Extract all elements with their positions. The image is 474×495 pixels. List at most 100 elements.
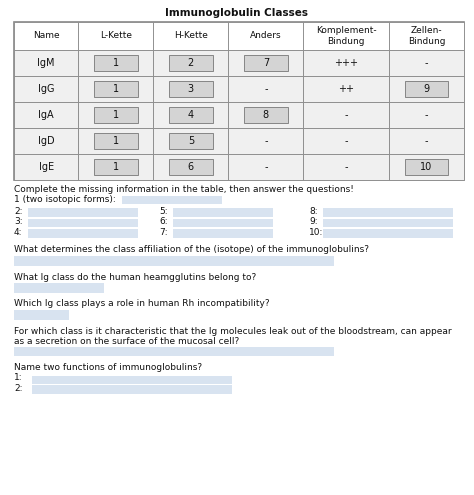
Bar (405, 82, 448, 97)
Text: -: - (264, 162, 268, 172)
Bar (28, 208, 138, 216)
Text: 6:: 6: (159, 217, 168, 227)
Text: L-Kette: L-Kette (100, 32, 132, 41)
Bar (389, 102, 464, 128)
Text: Complete the missing information in the table, then answer the questions!: Complete the missing information in the … (14, 185, 354, 194)
Text: 10:: 10: (309, 228, 323, 237)
Bar (153, 154, 228, 180)
Bar (169, 134, 213, 148)
Text: 1 (two isotopic forms):: 1 (two isotopic forms): (14, 195, 116, 203)
Bar (28, 218, 138, 227)
Bar (228, 22, 303, 50)
Bar (14, 22, 464, 180)
Bar (228, 102, 303, 128)
Bar (303, 128, 389, 154)
Text: 9: 9 (423, 84, 429, 94)
Bar (169, 159, 213, 175)
Text: -: - (264, 136, 268, 146)
Bar (153, 76, 228, 102)
Text: 5:: 5: (159, 207, 168, 216)
Text: 2: 2 (188, 58, 194, 68)
Text: IgM: IgM (37, 58, 55, 68)
Text: 2:: 2: (14, 207, 22, 216)
Bar (14, 50, 78, 76)
Bar (228, 128, 303, 154)
Bar (228, 154, 303, 180)
Bar (169, 107, 213, 123)
Text: 8: 8 (263, 110, 269, 120)
Text: 7:: 7: (159, 228, 168, 237)
Bar (228, 50, 303, 76)
Bar (94, 134, 137, 148)
Bar (303, 154, 389, 180)
Bar (14, 256, 334, 265)
Text: 10: 10 (420, 162, 433, 172)
Bar (78, 154, 153, 180)
Bar (153, 50, 228, 76)
Text: -: - (345, 162, 348, 172)
Bar (14, 128, 78, 154)
Bar (94, 159, 137, 175)
Text: 6: 6 (188, 162, 194, 172)
Text: Zellen-
Bindung: Zellen- Bindung (408, 26, 445, 46)
Bar (94, 82, 137, 97)
Bar (122, 196, 222, 204)
Bar (405, 159, 448, 175)
Text: -: - (425, 136, 428, 146)
Bar (228, 76, 303, 102)
Bar (14, 22, 78, 50)
Text: For which class is it characteristic that the Ig molecules leak out of the blood: For which class is it characteristic tha… (14, 327, 452, 346)
Text: IgG: IgG (38, 84, 55, 94)
Text: 1: 1 (113, 84, 119, 94)
Bar (153, 102, 228, 128)
Text: +++: +++ (334, 58, 358, 68)
Text: Komplement-
Bindung: Komplement- Bindung (316, 26, 376, 46)
Text: What determines the class affiliation of the (isotope) of the immunoglobulins?: What determines the class affiliation of… (14, 246, 369, 254)
Bar (32, 376, 232, 384)
Bar (94, 55, 137, 71)
Bar (153, 128, 228, 154)
Text: -: - (425, 110, 428, 120)
Bar (389, 50, 464, 76)
Bar (389, 128, 464, 154)
Bar (14, 76, 78, 102)
Bar (14, 310, 69, 319)
Bar (169, 55, 213, 71)
Bar (323, 218, 453, 227)
Bar (14, 154, 78, 180)
Text: 3:: 3: (14, 217, 23, 227)
Bar (78, 76, 153, 102)
Text: IgA: IgA (38, 110, 54, 120)
Bar (14, 346, 334, 356)
Bar (78, 102, 153, 128)
Text: 7: 7 (263, 58, 269, 68)
Bar (78, 22, 153, 50)
Text: -: - (425, 58, 428, 68)
Bar (303, 76, 389, 102)
Bar (14, 283, 104, 293)
Bar (14, 102, 78, 128)
Text: H-Kette: H-Kette (174, 32, 208, 41)
Text: 3: 3 (188, 84, 194, 94)
Text: Name: Name (33, 32, 59, 41)
Text: Name two functions of immunoglobulins?
1:
2:: Name two functions of immunoglobulins? 1… (14, 363, 202, 393)
Text: -: - (345, 110, 348, 120)
Text: -: - (264, 84, 268, 94)
Bar (303, 102, 389, 128)
Bar (323, 229, 453, 238)
Text: 5: 5 (188, 136, 194, 146)
Bar (303, 50, 389, 76)
Text: 8:: 8: (309, 207, 318, 216)
Bar (28, 229, 138, 238)
Text: 4:: 4: (14, 228, 22, 237)
Bar (389, 22, 464, 50)
Text: Immunoglobulin Classes: Immunoglobulin Classes (165, 8, 309, 18)
Bar (389, 154, 464, 180)
Bar (78, 50, 153, 76)
Bar (303, 22, 389, 50)
Text: What Ig class do the human heamgglutins belong to?: What Ig class do the human heamgglutins … (14, 273, 256, 282)
Text: 1: 1 (113, 162, 119, 172)
Text: IgD: IgD (38, 136, 55, 146)
Text: 1: 1 (113, 136, 119, 146)
Bar (78, 128, 153, 154)
